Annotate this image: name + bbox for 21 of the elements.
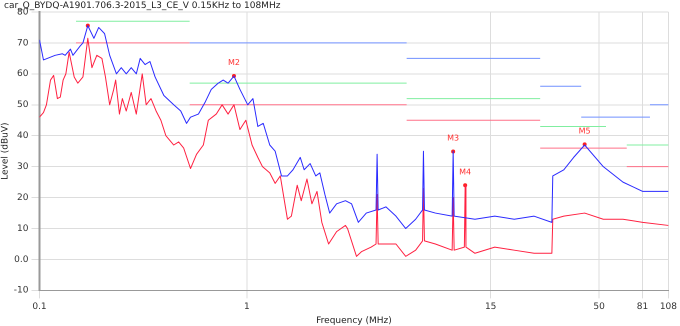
x-tick-label: 15: [484, 302, 496, 312]
x-tick-label: 1: [244, 302, 250, 312]
x-tick-label: 50: [593, 302, 606, 312]
y-tick-label: 60: [17, 69, 29, 80]
y-tick-label: 10: [17, 224, 29, 234]
y-tick-label: -10: [14, 286, 29, 296]
x-axis-title: Frequency (MHz): [316, 316, 392, 326]
x-tick-label: 81: [636, 302, 648, 312]
x-tick-label: 0.1: [32, 302, 47, 312]
y-tick-label: 20: [17, 192, 29, 203]
y-tick-label: 70: [17, 38, 29, 48]
y-tick-label: 40: [17, 131, 29, 142]
x-tick-label: 108: [660, 302, 678, 312]
annotation: M5: [578, 126, 591, 136]
annotation: M2: [228, 58, 240, 68]
annotation: M3: [447, 134, 460, 143]
y-tick-label: 0.0: [14, 254, 29, 265]
y-tick-label: 50: [17, 100, 29, 110]
annotation: M4: [459, 167, 472, 176]
y-tick-label: 30: [17, 162, 29, 172]
y-axis-title: Level (dBuV): [0, 122, 11, 180]
